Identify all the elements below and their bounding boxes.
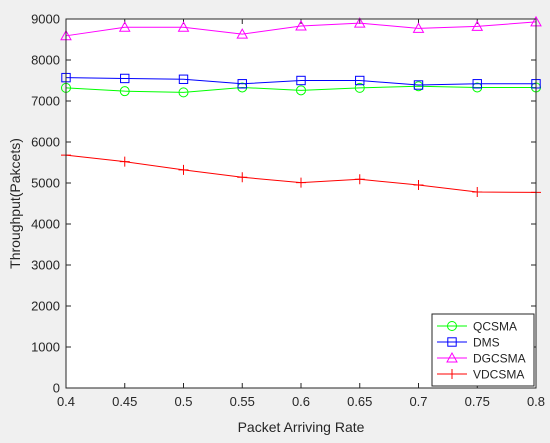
data-point-dms — [472, 79, 482, 89]
x-tick-label: 0.45 — [112, 394, 137, 409]
data-point-qcsma — [178, 87, 189, 98]
x-tick-label: 0.4 — [57, 394, 75, 409]
x-tick-label: 0.55 — [230, 394, 255, 409]
data-point-dgcsma — [236, 28, 249, 39]
data-point-dms — [355, 75, 365, 86]
x-tick-label: 0.65 — [347, 394, 372, 409]
data-point-vdcsma — [178, 164, 189, 175]
legend: QCSMA DMS DGCSMA VDCSMA — [431, 313, 535, 387]
legend-label-dgcsma: DGCSMA — [473, 352, 526, 366]
series-dgcsma — [60, 15, 542, 41]
x-tick-label: 0.5 — [174, 394, 192, 409]
y-tick-label: 7000 — [31, 94, 60, 109]
x-tick-label: 0.75 — [465, 394, 490, 409]
y-tick-label: 0 — [53, 381, 60, 396]
data-point-dms — [237, 79, 247, 89]
data-point-vdcsma — [413, 180, 424, 191]
legend-label-qcsma: QCSMA — [473, 320, 517, 334]
data-point-dgcsma — [118, 21, 131, 32]
x-tick-label: 0.6 — [292, 394, 310, 409]
y-tick-label: 4000 — [31, 217, 60, 232]
legend-marker-qcsma — [447, 321, 457, 331]
data-point-qcsma — [354, 82, 365, 93]
series-line-qcsma — [65, 85, 536, 93]
y-tick-label: 9000 — [31, 12, 60, 27]
y-tick-label: 1000 — [31, 340, 60, 355]
data-point-dgcsma — [353, 17, 366, 28]
series-vdcsma — [61, 150, 541, 198]
x-tick-label: 0.7 — [409, 394, 427, 409]
data-point-qcsma — [119, 86, 130, 97]
legend-marker-dgcsma — [446, 351, 458, 363]
data-point-vdcsma — [354, 174, 365, 185]
data-point-vdcsma — [472, 187, 483, 198]
data-point-dms — [296, 75, 306, 86]
data-point-dgcsma — [471, 20, 484, 31]
y-tick-label: 3000 — [31, 258, 60, 273]
data-point-dgcsma — [177, 21, 190, 32]
y-tick-label: 8000 — [31, 53, 60, 68]
data-point-dms — [178, 74, 189, 84]
legend-marker-vdcsma — [447, 369, 457, 379]
data-point-dgcsma — [412, 22, 425, 33]
data-point-vdcsma — [296, 177, 306, 188]
y-tick-label: 6000 — [31, 135, 60, 150]
data-point-vdcsma — [119, 156, 130, 167]
data-point-vdcsma — [237, 172, 248, 183]
data-point-dgcsma — [295, 19, 307, 31]
x-tick-label: 0.8 — [527, 394, 545, 409]
legend-marker-dms — [447, 337, 457, 347]
x-axis-label: Packet Arriving Rate — [238, 419, 365, 435]
data-point-dms — [413, 80, 424, 90]
legend-label-vdcsma: VDCSMA — [473, 368, 524, 382]
data-point-dms — [120, 73, 130, 84]
y-tick-label: 2000 — [31, 299, 60, 314]
y-axis-label: Throughput(Pakcets) — [7, 138, 23, 269]
legend-label-dms: DMS — [473, 336, 500, 350]
series-line-dgcsma — [65, 21, 537, 37]
plot-frame — [65, 18, 537, 389]
series-line-dms — [65, 77, 536, 86]
y-tick-label: 5000 — [31, 176, 60, 191]
data-point-qcsma — [296, 85, 306, 96]
